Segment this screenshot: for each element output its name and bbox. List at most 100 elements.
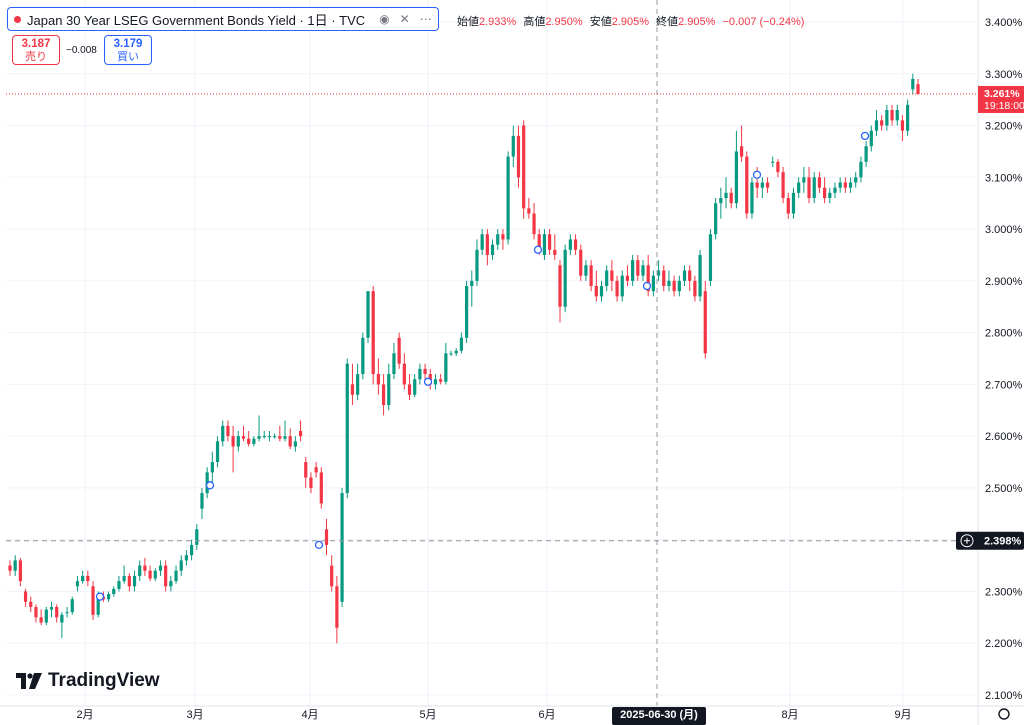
candle	[257, 415, 261, 442]
candle-body	[760, 182, 764, 188]
candle-body	[584, 265, 588, 276]
candle-body	[568, 239, 572, 250]
candle	[112, 586, 116, 597]
candle-body	[86, 575, 90, 582]
candle-body	[298, 430, 303, 437]
sell-price: 3.187	[21, 38, 51, 50]
candle	[786, 192, 790, 219]
candle	[314, 462, 318, 478]
event-marker-icon	[752, 170, 762, 179]
eye-icon[interactable]: ◉	[379, 12, 390, 26]
candle-body	[184, 555, 189, 561]
candle-body	[381, 384, 386, 406]
candle-body	[148, 570, 152, 579]
candle-body	[23, 591, 28, 602]
candle	[75, 575, 80, 592]
time-axis[interactable]: 2月 3月 4月 5月 6月 8月 9月 2025-06-30 (月)	[0, 705, 1024, 725]
candle-body	[164, 565, 168, 587]
candle-body	[70, 599, 74, 613]
crosshair-price-badge	[956, 531, 1024, 550]
candle	[765, 177, 770, 193]
close-icon[interactable]: ✕	[399, 12, 410, 26]
candle	[148, 565, 152, 582]
candle	[195, 524, 199, 551]
price-tick-label: 2.500%	[985, 483, 1023, 495]
candle-body	[527, 208, 531, 214]
candle-body	[44, 609, 48, 623]
candle	[506, 151, 510, 245]
more-icon[interactable]: ⋯	[419, 12, 432, 26]
candle-body	[189, 544, 194, 556]
crosshair-date-label: 2025-06-30 (月)	[620, 708, 698, 721]
candle-body	[34, 606, 38, 618]
candle-body	[423, 368, 427, 375]
candle	[267, 430, 272, 442]
price-axis[interactable]: 3.400% 3.300% 3.200% 3.100% 3.000% 2.900% 2.80…	[956, 0, 1024, 725]
event-marker-icon	[205, 481, 215, 490]
candle	[8, 560, 12, 576]
event-marker-icon	[860, 131, 870, 141]
candle-body	[828, 192, 832, 199]
candle	[169, 575, 173, 592]
sell-label: 売り	[25, 51, 47, 63]
candle-body	[511, 135, 515, 157]
candle-body	[838, 182, 842, 188]
candle-body	[221, 425, 225, 442]
candle-body	[392, 353, 396, 375]
candle-body	[589, 265, 593, 287]
candle-body	[610, 270, 614, 281]
tradingview-logo[interactable]: TradingView	[16, 670, 160, 692]
candle	[589, 260, 593, 292]
candle	[900, 115, 905, 142]
candle	[143, 557, 147, 576]
candle-body	[532, 213, 536, 235]
candle	[869, 125, 873, 152]
high-label: 高値	[523, 16, 546, 28]
candle-body	[682, 270, 687, 281]
candle	[39, 609, 43, 626]
candle-body	[117, 581, 121, 589]
candle	[480, 229, 484, 255]
candle-body	[558, 265, 562, 307]
symbol-title[interactable]: Japan 30 Year LSEG Government Bonds Yiel…	[27, 12, 366, 28]
candle-body	[413, 379, 417, 395]
time-tick-label: 8月	[781, 709, 798, 721]
candle-body	[387, 374, 391, 406]
buy-button[interactable]: 3.179 買い	[104, 35, 152, 65]
candle	[548, 229, 552, 255]
settings-gear-icon[interactable]	[998, 708, 1010, 720]
candle	[636, 254, 640, 281]
sell-button[interactable]: 3.187 売り	[12, 35, 60, 65]
candle-body	[854, 177, 858, 183]
candle	[916, 78, 920, 95]
candle-body	[900, 120, 905, 131]
candle	[807, 166, 811, 204]
candle	[423, 363, 427, 382]
symbol-legend[interactable]: Japan 30 Year LSEG Government Bonds Yiel…	[7, 7, 439, 31]
candle	[599, 280, 604, 302]
candle-body	[8, 565, 12, 571]
candle-body	[734, 151, 739, 204]
time-tick-label: 6月	[538, 709, 555, 721]
price-tick-label: 2.700%	[985, 379, 1023, 391]
candle-body	[397, 337, 401, 364]
candle-body	[39, 617, 43, 623]
candle	[911, 73, 915, 95]
candle	[854, 172, 858, 188]
candle-body	[449, 353, 453, 355]
candle-body	[49, 606, 54, 610]
candle	[631, 254, 635, 287]
candle	[771, 156, 775, 167]
candle	[454, 348, 458, 356]
last-price-label: 3.261%	[984, 88, 1020, 100]
open-value: 2.933%	[479, 16, 517, 28]
candle	[750, 177, 754, 219]
candle	[236, 430, 240, 452]
candle-body	[714, 203, 718, 235]
candle-body	[822, 187, 827, 199]
candle	[49, 601, 54, 618]
candle	[106, 591, 111, 602]
candle	[459, 332, 464, 354]
candle	[215, 436, 220, 468]
